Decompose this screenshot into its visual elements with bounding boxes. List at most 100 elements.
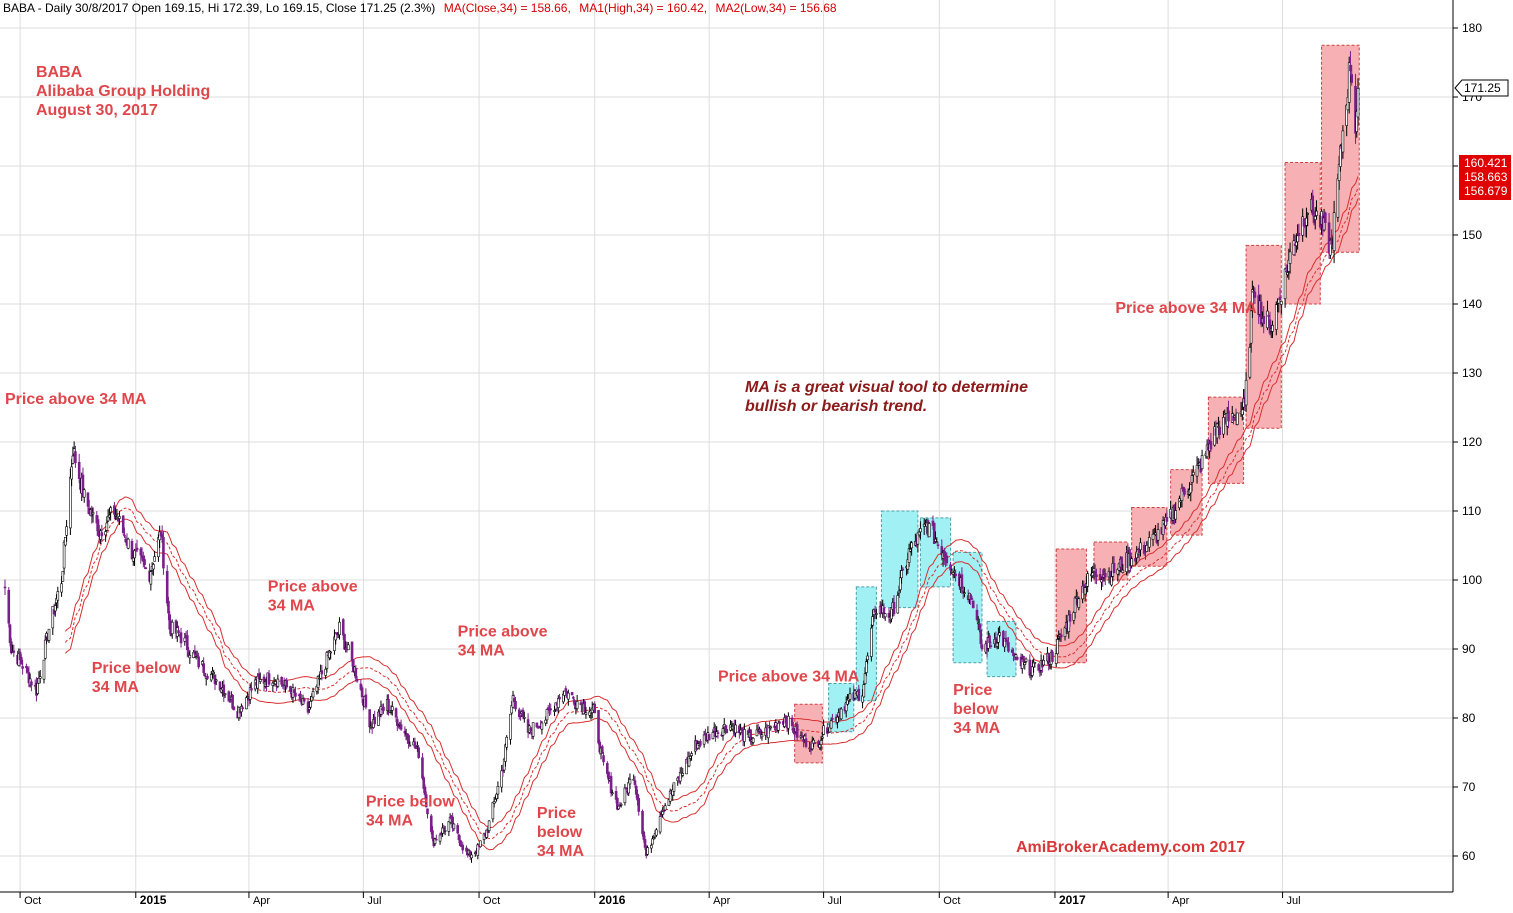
candle-body	[1209, 441, 1213, 450]
candle-body	[616, 798, 619, 810]
candle-body	[734, 724, 737, 734]
candle-body	[607, 771, 610, 780]
candle-body	[1103, 572, 1107, 578]
candle-body	[1330, 238, 1333, 245]
candle-body	[394, 708, 398, 718]
title-date: August 30, 2017	[36, 102, 158, 119]
candle-body	[74, 451, 77, 463]
candle-body	[250, 688, 253, 691]
candle-body	[167, 600, 170, 614]
candle-body	[1098, 573, 1102, 580]
candle-body	[540, 722, 544, 730]
grid-layer	[0, 0, 1453, 892]
candle-body	[633, 780, 637, 785]
candle-body	[241, 707, 244, 710]
candle-body	[1337, 164, 1341, 181]
x-tick-label: Oct	[943, 895, 960, 907]
candle-body	[424, 794, 428, 808]
x-tick-label: Apr	[1172, 895, 1189, 907]
candle-body	[306, 701, 310, 713]
candle-body	[597, 709, 600, 744]
candle-body	[496, 786, 500, 795]
candle-body	[309, 701, 312, 708]
candle-body	[213, 674, 217, 685]
candle-body	[203, 673, 207, 677]
candle-body	[716, 732, 720, 734]
candle-body	[777, 723, 780, 731]
y-tick-label: 70	[1462, 780, 1476, 794]
candle-body	[1130, 558, 1133, 567]
candle-layer	[3, 51, 1360, 863]
candle-body	[47, 628, 51, 641]
axis-layer	[0, 0, 1454, 893]
note-line-1: MA is a great visual tool to determine	[745, 379, 1028, 396]
candle-body	[62, 541, 66, 569]
candle-body	[800, 735, 804, 738]
candle-body	[104, 531, 107, 536]
candle-body	[193, 651, 197, 655]
candle-body	[364, 694, 368, 708]
candle-body	[387, 699, 390, 712]
candle-body	[1095, 574, 1098, 578]
uptrend-box	[794, 703, 823, 764]
candle-body	[663, 805, 667, 811]
candle-body	[1274, 304, 1278, 330]
candle-body	[1286, 272, 1289, 275]
candle-body	[1235, 412, 1239, 425]
candle-body	[86, 492, 90, 507]
candle-body	[1248, 347, 1252, 378]
candle-body	[1271, 325, 1274, 332]
trend-annotation-line: 34 MA	[537, 843, 585, 860]
candle-body	[699, 740, 702, 746]
candle-body	[529, 727, 532, 731]
candle-body	[963, 592, 966, 594]
note-line-2: bullish or bearish trend.	[745, 398, 927, 415]
candle-body	[1356, 88, 1360, 118]
candle-body	[476, 844, 480, 856]
candle-body	[652, 837, 656, 840]
candle-body	[64, 536, 67, 546]
candle-body	[1073, 597, 1077, 613]
candle-body	[822, 725, 825, 735]
candle-body	[790, 717, 794, 727]
candle-body	[1007, 642, 1010, 652]
candle-body	[514, 700, 517, 710]
candle-body	[21, 666, 24, 669]
candle-body	[927, 523, 931, 538]
candle-body	[160, 533, 164, 538]
candle-body	[897, 590, 901, 594]
candle-body	[1350, 74, 1354, 83]
trend-annotation-line: 34 MA	[92, 679, 140, 696]
candle-body	[1010, 649, 1014, 653]
candle-body	[567, 692, 570, 700]
candle-body	[109, 507, 112, 513]
candle-body	[153, 556, 156, 562]
candle-body	[487, 820, 491, 831]
candle-body	[121, 515, 125, 533]
candle-body	[26, 667, 29, 673]
candle-body	[1139, 542, 1142, 551]
candle-body	[960, 574, 964, 589]
candle-body	[70, 466, 73, 480]
candle-body	[521, 710, 525, 718]
candle-body	[871, 616, 874, 626]
candle-body	[907, 548, 911, 563]
candle-body	[1315, 210, 1318, 216]
candle-body	[609, 775, 613, 794]
y-tick-label: 100	[1462, 573, 1482, 587]
candle-body	[51, 606, 55, 629]
candle-body	[945, 555, 949, 564]
candle-body	[470, 854, 473, 859]
candle-body	[438, 834, 442, 842]
candle-body	[979, 629, 983, 644]
candle-body	[900, 570, 903, 579]
trend-annotation: Price above 34 MA	[718, 668, 860, 685]
trend-annotation-line: Price below	[366, 793, 455, 810]
candle-body	[421, 757, 424, 779]
candle-body	[725, 728, 729, 734]
candle-body	[953, 570, 956, 573]
candle-body	[970, 598, 974, 600]
candle-body	[1191, 472, 1195, 476]
candle-body	[350, 641, 354, 661]
